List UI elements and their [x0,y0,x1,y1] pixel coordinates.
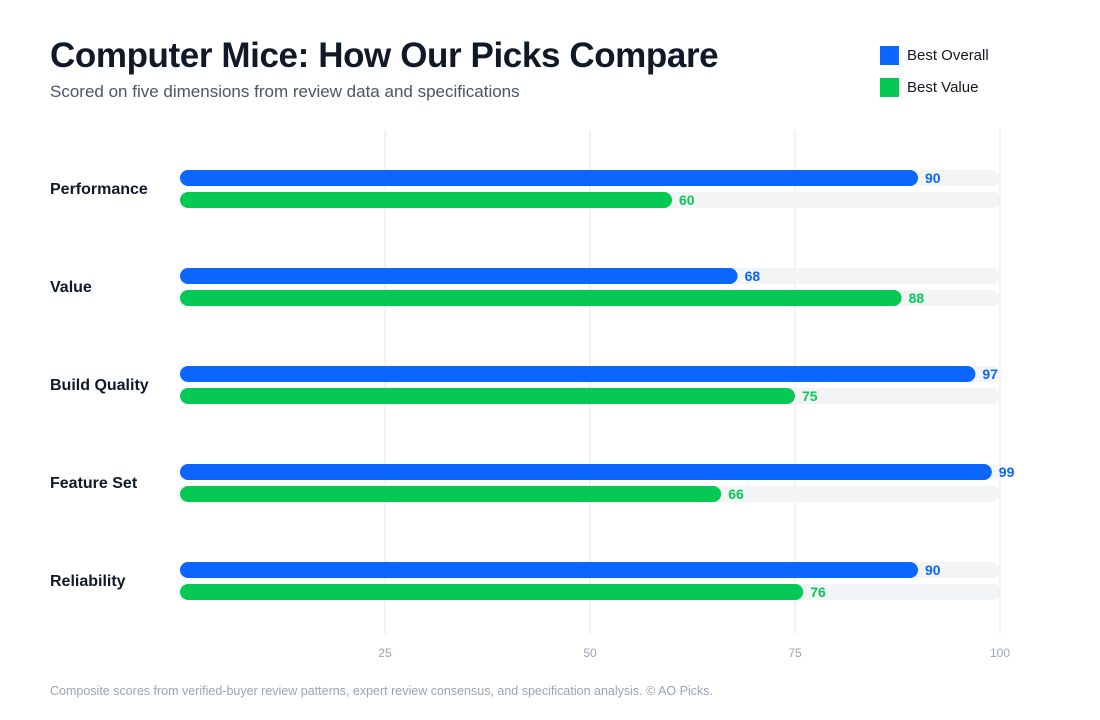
legend-item-best-value: Best Value [880,77,989,97]
x-tick-label: 50 [583,646,597,660]
category-label-value: Value [50,279,92,296]
bar-best-value-performance [180,192,672,208]
data-label: 88 [909,290,925,306]
data-label: 68 [745,268,761,284]
data-label: 76 [810,584,826,600]
bar-best-overall-feature-set [180,464,992,480]
bar-best-value-value [180,290,902,306]
x-tick-label: 25 [378,646,392,660]
bar-best-value-build-quality [180,388,795,404]
x-tick-label: 75 [788,646,802,660]
footer-note: Composite scores from verified-buyer rev… [50,684,713,698]
data-label: 90 [925,562,941,578]
data-label: 97 [982,366,998,382]
category-label-performance: Performance [50,181,148,198]
data-label: 60 [679,192,695,208]
chart-title: Computer Mice: How Our Picks Compare [50,36,719,75]
legend: Best Overall Best Value [880,45,989,109]
data-label: 66 [728,486,744,502]
x-tick-label: 100 [990,646,1010,660]
legend-item-best-overall: Best Overall [880,45,989,65]
bar-best-overall-performance [180,170,918,186]
bar-best-overall-value [180,268,738,284]
legend-label-best-overall: Best Overall [907,46,989,64]
chart-subtitle: Scored on five dimensions from review da… [50,82,520,101]
bar-best-value-reliability [180,584,804,600]
legend-label-best-value: Best Value [907,78,979,96]
bar-best-value-feature-set [180,486,722,502]
data-label: 90 [925,170,941,186]
legend-swatch-best-overall [880,45,899,65]
legend-swatch-best-value [880,77,899,97]
data-label: 99 [999,464,1015,480]
bar-best-overall-build-quality [180,366,976,382]
category-label-build-quality: Build Quality [50,377,149,394]
category-label-reliability: Reliability [50,573,126,590]
category-label-feature-set: Feature Set [50,475,138,492]
data-label: 75 [802,388,818,404]
bar-best-overall-reliability [180,562,918,578]
